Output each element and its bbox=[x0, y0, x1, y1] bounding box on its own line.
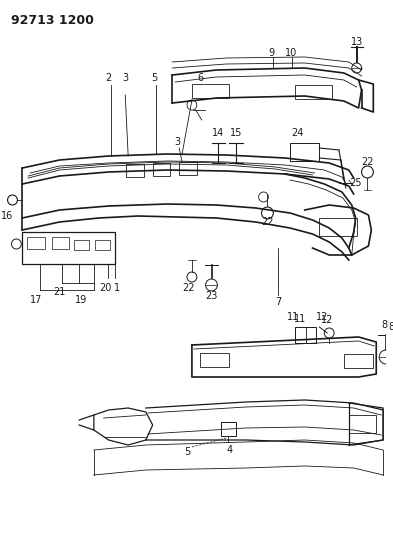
Bar bbox=[221, 422, 236, 436]
Text: 1: 1 bbox=[114, 283, 120, 293]
Text: 12: 12 bbox=[321, 315, 333, 325]
Bar bbox=[200, 353, 229, 367]
Bar bbox=[153, 163, 170, 176]
Text: 92713 1200: 92713 1200 bbox=[11, 14, 94, 27]
Text: 8: 8 bbox=[381, 320, 387, 330]
Text: 8: 8 bbox=[388, 322, 393, 332]
Bar bbox=[290, 143, 320, 161]
Text: 3: 3 bbox=[122, 73, 128, 83]
Text: 15: 15 bbox=[230, 128, 242, 138]
Text: 11: 11 bbox=[287, 312, 299, 322]
Bar bbox=[192, 84, 229, 98]
Text: 4: 4 bbox=[226, 445, 232, 455]
Text: 24: 24 bbox=[292, 128, 304, 138]
Bar bbox=[126, 164, 144, 177]
Text: 14: 14 bbox=[212, 128, 224, 138]
Text: 12: 12 bbox=[316, 312, 329, 322]
Text: 22: 22 bbox=[261, 217, 274, 227]
Text: 7: 7 bbox=[275, 297, 281, 307]
Bar bbox=[27, 237, 45, 249]
Text: 16: 16 bbox=[2, 211, 14, 221]
Text: 22: 22 bbox=[361, 157, 374, 167]
Text: 2: 2 bbox=[105, 73, 112, 83]
Bar bbox=[349, 415, 376, 433]
Text: 25: 25 bbox=[349, 178, 362, 188]
Text: 10: 10 bbox=[285, 48, 297, 58]
Bar bbox=[74, 240, 89, 250]
Bar bbox=[320, 218, 356, 236]
Bar bbox=[22, 232, 116, 264]
Bar bbox=[295, 327, 316, 343]
Bar bbox=[344, 354, 373, 368]
Text: 11: 11 bbox=[294, 314, 306, 324]
Bar bbox=[295, 85, 332, 99]
Text: 9: 9 bbox=[268, 48, 274, 58]
Bar bbox=[52, 237, 69, 249]
Text: 13: 13 bbox=[351, 37, 363, 47]
Bar bbox=[95, 240, 110, 250]
Text: 21: 21 bbox=[53, 287, 66, 297]
Text: 6: 6 bbox=[198, 73, 204, 83]
Text: 5: 5 bbox=[152, 73, 158, 83]
Text: 19: 19 bbox=[75, 295, 87, 305]
Text: 3: 3 bbox=[174, 137, 180, 147]
Text: 23: 23 bbox=[205, 291, 218, 301]
Text: 5: 5 bbox=[184, 447, 190, 457]
Text: 22: 22 bbox=[183, 283, 195, 293]
Text: 17: 17 bbox=[30, 295, 42, 305]
Bar bbox=[179, 162, 197, 175]
Text: 20: 20 bbox=[99, 283, 112, 293]
